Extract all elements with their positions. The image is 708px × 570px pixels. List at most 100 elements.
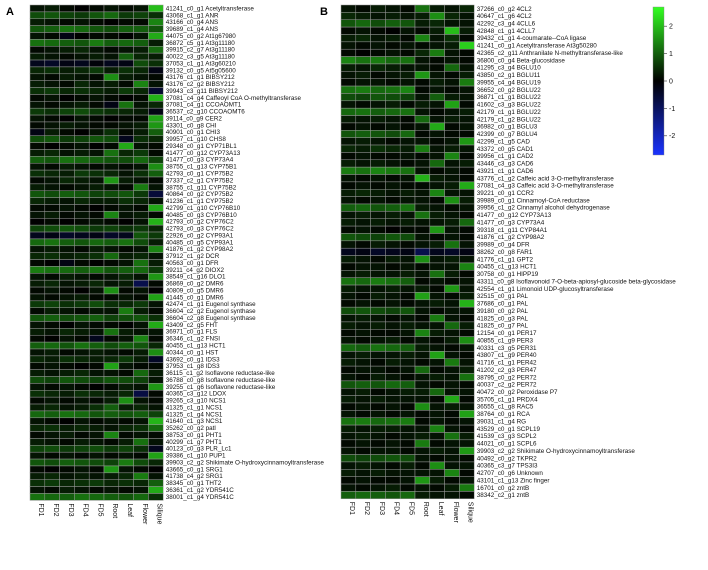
heatmap-a-cell bbox=[74, 451, 90, 460]
heatmap-b-cell bbox=[355, 417, 371, 426]
heatmap-b-row-label: 40455_c1_g13 HCT1 bbox=[477, 264, 537, 271]
heatmap-b-cell bbox=[340, 483, 357, 492]
heatmap-b-cell bbox=[429, 380, 445, 389]
heatmap-a-column-label: FD3 bbox=[67, 503, 74, 516]
heatmap-b-cell bbox=[340, 203, 357, 212]
heatmap-a-cell bbox=[88, 32, 105, 40]
heatmap-a-cell bbox=[118, 231, 134, 240]
heatmap-a-cell bbox=[44, 355, 60, 364]
heatmap-a-cell bbox=[59, 396, 75, 405]
heatmap-a-cell bbox=[133, 224, 149, 233]
heatmap-b-cell bbox=[459, 159, 475, 168]
heatmap-a-cell bbox=[103, 252, 120, 260]
heatmap-a-cell bbox=[148, 238, 164, 247]
heatmap-a-row-label: 40299_c1_g7 PHT1 bbox=[166, 439, 223, 446]
heatmap-b-cell bbox=[429, 432, 445, 441]
heatmap-a-cell bbox=[88, 438, 105, 446]
heatmap-b-cell bbox=[370, 122, 386, 131]
heatmap-b-cell bbox=[444, 483, 460, 492]
heatmap-a-cell bbox=[103, 424, 120, 432]
heatmap-b-row-label: 35705_c1_g1 PRDX4 bbox=[477, 396, 538, 403]
heatmap-b-cell bbox=[399, 417, 416, 426]
heatmap-b-cell bbox=[414, 387, 431, 396]
heatmap-a-cell bbox=[148, 424, 164, 432]
heatmap-b-cell bbox=[340, 321, 357, 330]
heatmap-b-cell bbox=[399, 380, 416, 389]
heatmap-a-cell bbox=[59, 114, 75, 123]
heatmap-a-cell bbox=[88, 410, 105, 419]
heatmap-b-row-label: 42179_c1_g1 BGLU22 bbox=[477, 109, 542, 116]
heatmap-b-cell bbox=[429, 203, 445, 212]
heatmap-a-cell bbox=[118, 396, 134, 405]
heatmap-b-cell bbox=[429, 122, 445, 131]
heatmap-a-cell bbox=[74, 80, 90, 88]
heatmap-a-cell bbox=[133, 314, 149, 322]
heatmap-b-cell bbox=[340, 373, 357, 382]
heatmap-a-cell bbox=[59, 121, 75, 130]
heatmap-a-cell bbox=[118, 314, 134, 322]
heatmap-b-cell bbox=[385, 71, 401, 79]
heatmap-a-cell bbox=[103, 231, 120, 240]
heatmap-b-cell bbox=[399, 454, 416, 463]
heatmap-a-cell bbox=[148, 80, 164, 88]
heatmap-b-cell bbox=[340, 461, 357, 470]
heatmap-b-cell bbox=[355, 93, 371, 102]
heatmap-b-row-label: 41241_c0_g1 Acetyltransferase At3g50280 bbox=[477, 43, 598, 50]
heatmap-b-cell bbox=[429, 218, 445, 227]
heatmap-b-cell bbox=[414, 71, 431, 79]
heatmap-b-cell bbox=[385, 483, 401, 492]
heatmap-b-cell bbox=[385, 373, 401, 382]
heatmap-a-cell bbox=[29, 169, 46, 178]
heatmap-a-row-label: 39957_c1_g10 CHS8 bbox=[166, 136, 227, 143]
heatmap-b-cell bbox=[355, 181, 371, 190]
heatmap-b-cell bbox=[340, 402, 357, 411]
heatmap-a-cell bbox=[118, 80, 134, 88]
heatmap-a-cell bbox=[44, 293, 60, 302]
heatmap-b-cell bbox=[429, 373, 445, 382]
heatmap-a-cell bbox=[59, 328, 75, 336]
heatmap-a-cell bbox=[29, 197, 46, 205]
heatmap-b-cell bbox=[444, 314, 460, 323]
heatmap-b-cell bbox=[414, 292, 431, 301]
heatmap-b-cell bbox=[355, 365, 371, 374]
heatmap-a-cell bbox=[29, 334, 46, 343]
heatmap-a-cell bbox=[133, 355, 149, 364]
heatmap-a-cell bbox=[74, 197, 90, 205]
heatmap-a-cell bbox=[133, 321, 149, 329]
heatmap-a-row-label: 38755_c1_g13 CYP75B1 bbox=[166, 164, 238, 171]
heatmap-a-cell bbox=[88, 204, 105, 212]
heatmap-a-cell bbox=[133, 73, 149, 81]
heatmap-b-cell bbox=[355, 277, 371, 286]
heatmap-b-cell bbox=[459, 469, 475, 477]
heatmap-a-row-label: 36604_c2_g2 Eugenol synthase bbox=[166, 308, 256, 315]
heatmap-a-cell bbox=[74, 286, 90, 295]
heatmap-a-cell bbox=[103, 493, 120, 501]
heatmap-a-cell bbox=[88, 286, 105, 295]
heatmap-b-cell bbox=[414, 203, 431, 212]
heatmap-b-cell bbox=[399, 137, 416, 146]
heatmap-a-cell bbox=[59, 341, 75, 350]
heatmap-a-cell bbox=[74, 279, 90, 288]
heatmap-a-cell bbox=[118, 266, 134, 274]
heatmap-a-cell bbox=[148, 458, 164, 467]
heatmap-b-cell bbox=[429, 196, 445, 205]
heatmap-b-cell bbox=[340, 417, 357, 426]
heatmap-a-cell bbox=[29, 424, 46, 432]
heatmap-b-cell bbox=[385, 461, 401, 470]
heatmap-b-cell bbox=[399, 343, 416, 352]
heatmap-b-cell bbox=[399, 130, 416, 138]
heatmap-b-row-label: 40492_c0_g2 TKPR2 bbox=[477, 455, 538, 462]
heatmap-a-cell bbox=[103, 190, 120, 198]
heatmap-b-row-label: 40647_c1_g6 4CL2 bbox=[477, 13, 532, 20]
heatmap-b-cell bbox=[340, 329, 357, 337]
heatmap-a-cell bbox=[118, 445, 134, 453]
heatmap-b-cell bbox=[340, 387, 357, 396]
heatmap-b-cell bbox=[370, 262, 386, 271]
heatmap-b-cell bbox=[385, 78, 401, 87]
heatmap-a-cell bbox=[59, 11, 75, 20]
heatmap-a-cell bbox=[133, 383, 149, 391]
heatmap-b-row-label: 40472_c0_g2 Peroxidase P7 bbox=[477, 389, 558, 396]
heatmap-a-cell bbox=[59, 156, 75, 164]
heatmap-a-cell bbox=[29, 46, 46, 54]
heatmap-b-cell bbox=[459, 365, 475, 374]
